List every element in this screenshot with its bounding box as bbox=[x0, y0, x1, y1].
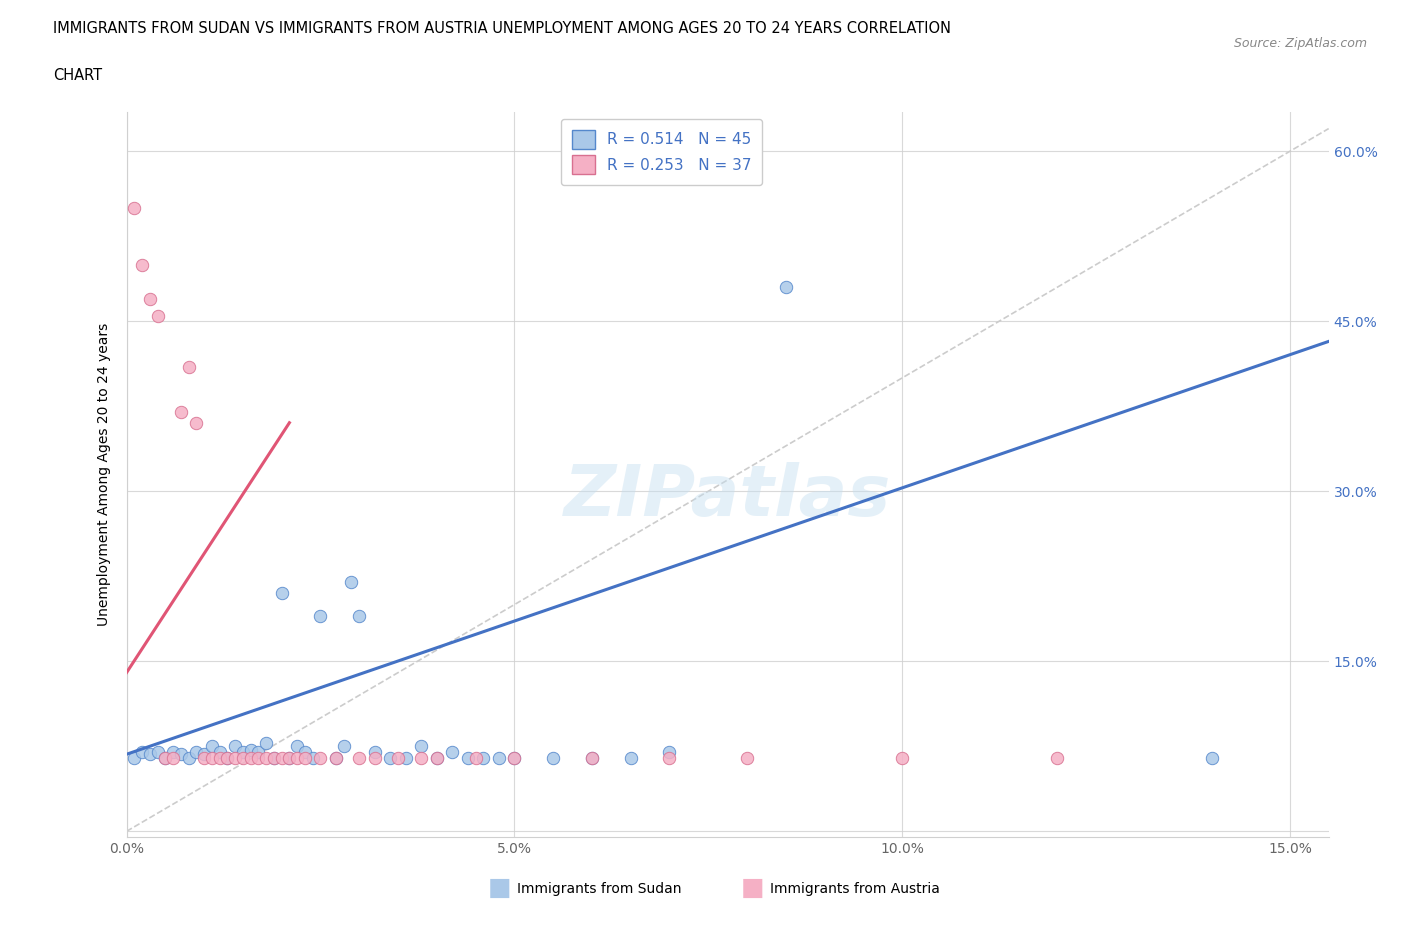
Point bbox=[309, 608, 332, 623]
Point bbox=[124, 201, 146, 216]
Point bbox=[232, 751, 254, 765]
Point bbox=[186, 416, 208, 431]
Point bbox=[208, 745, 231, 760]
Point bbox=[426, 751, 449, 765]
Point bbox=[411, 738, 433, 753]
Point bbox=[503, 751, 526, 765]
Point bbox=[247, 751, 270, 765]
Point bbox=[155, 751, 177, 765]
Point bbox=[162, 751, 184, 765]
Point bbox=[658, 751, 681, 765]
Point bbox=[309, 751, 332, 765]
Point bbox=[332, 738, 354, 753]
Point bbox=[325, 751, 347, 765]
Point bbox=[224, 738, 246, 753]
Point bbox=[464, 751, 486, 765]
Point bbox=[340, 575, 363, 590]
Text: Source: ZipAtlas.com: Source: ZipAtlas.com bbox=[1233, 37, 1367, 50]
Point bbox=[201, 751, 224, 765]
Point bbox=[131, 745, 153, 760]
Point bbox=[285, 751, 308, 765]
Point bbox=[146, 745, 169, 760]
Point bbox=[364, 751, 387, 765]
Point bbox=[775, 280, 797, 295]
Point bbox=[193, 751, 215, 765]
Point bbox=[201, 738, 224, 753]
Point bbox=[472, 751, 495, 765]
Point bbox=[263, 751, 285, 765]
Point bbox=[735, 751, 758, 765]
Point bbox=[217, 751, 239, 765]
Point bbox=[294, 745, 316, 760]
Point bbox=[503, 751, 526, 765]
Text: IMMIGRANTS FROM SUDAN VS IMMIGRANTS FROM AUSTRIA UNEMPLOYMENT AMONG AGES 20 TO 2: IMMIGRANTS FROM SUDAN VS IMMIGRANTS FROM… bbox=[53, 21, 952, 36]
Point bbox=[581, 751, 603, 765]
Point bbox=[285, 738, 308, 753]
Point bbox=[254, 736, 277, 751]
Point bbox=[131, 258, 153, 272]
Point bbox=[278, 751, 301, 765]
Point bbox=[581, 751, 603, 765]
Point bbox=[208, 751, 231, 765]
Point bbox=[224, 751, 246, 765]
Point bbox=[263, 751, 285, 765]
Point bbox=[347, 751, 370, 765]
Point bbox=[347, 608, 370, 623]
Point bbox=[170, 405, 193, 419]
Point bbox=[139, 747, 162, 762]
Point bbox=[177, 359, 200, 374]
Point bbox=[186, 745, 208, 760]
Point bbox=[541, 751, 564, 765]
Point bbox=[441, 745, 464, 760]
Point bbox=[254, 751, 277, 765]
Text: ■: ■ bbox=[741, 876, 763, 899]
Point bbox=[155, 751, 177, 765]
Point bbox=[162, 745, 184, 760]
Point bbox=[239, 751, 262, 765]
Point bbox=[124, 751, 146, 765]
Point bbox=[139, 291, 162, 306]
Point bbox=[488, 751, 510, 765]
Point bbox=[170, 747, 193, 762]
Point bbox=[247, 745, 270, 760]
Point bbox=[294, 751, 316, 765]
Point bbox=[146, 308, 169, 323]
Point bbox=[364, 745, 387, 760]
Text: CHART: CHART bbox=[53, 68, 103, 83]
Point bbox=[395, 751, 418, 765]
Point bbox=[1046, 751, 1069, 765]
Text: ■: ■ bbox=[488, 876, 510, 899]
Point bbox=[658, 745, 681, 760]
Point bbox=[426, 751, 449, 765]
Point bbox=[177, 751, 200, 765]
Text: Immigrants from Sudan: Immigrants from Sudan bbox=[517, 882, 682, 896]
Point bbox=[380, 751, 402, 765]
Point bbox=[270, 586, 292, 601]
Point bbox=[411, 751, 433, 765]
Text: ZIPatlas: ZIPatlas bbox=[564, 461, 891, 530]
Point bbox=[325, 751, 347, 765]
Point bbox=[193, 747, 215, 762]
Point bbox=[620, 751, 643, 765]
Point bbox=[891, 751, 914, 765]
Point bbox=[1201, 751, 1223, 765]
Point bbox=[270, 751, 292, 765]
Point bbox=[387, 751, 409, 765]
Point bbox=[217, 751, 239, 765]
Point bbox=[301, 751, 323, 765]
Point bbox=[457, 751, 479, 765]
Legend: R = 0.514   N = 45, R = 0.253   N = 37: R = 0.514 N = 45, R = 0.253 N = 37 bbox=[561, 119, 762, 185]
Text: Immigrants from Austria: Immigrants from Austria bbox=[770, 882, 941, 896]
Y-axis label: Unemployment Among Ages 20 to 24 years: Unemployment Among Ages 20 to 24 years bbox=[97, 323, 111, 626]
Point bbox=[278, 751, 301, 765]
Point bbox=[232, 745, 254, 760]
Point bbox=[239, 742, 262, 757]
